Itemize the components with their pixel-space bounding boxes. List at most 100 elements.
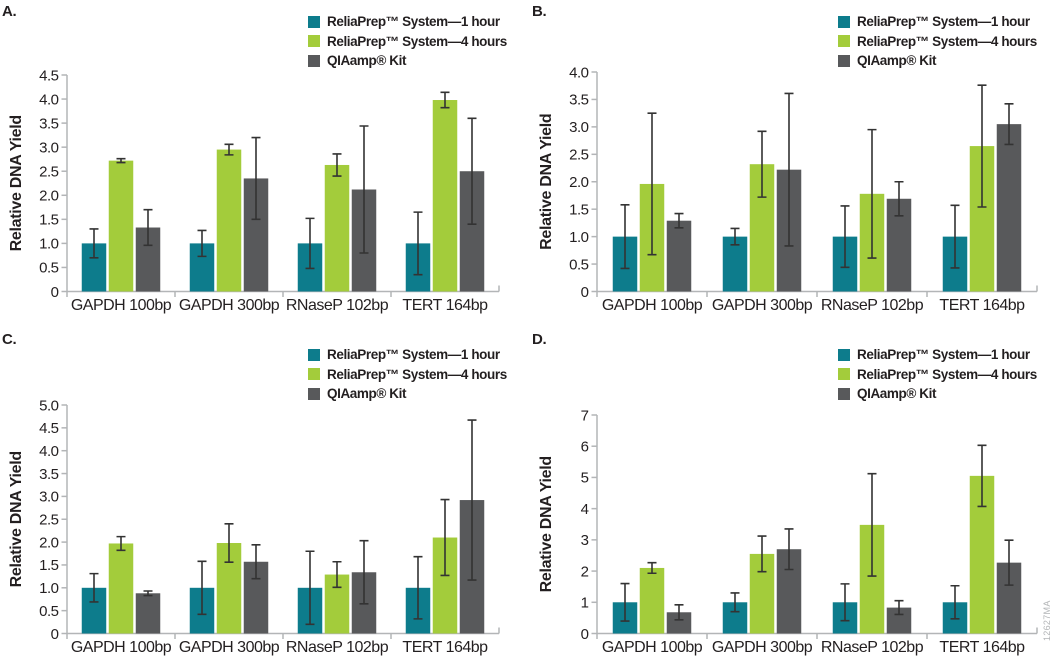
y-tick-label: 1: [581, 595, 589, 612]
panel-c: C. ReliaPrep™ System—1 hour ReliaPrep™ Sys…: [0, 328, 530, 656]
error-bar: [867, 472, 877, 577]
legend-item: ReliaPrep™ System—1 hour: [308, 12, 507, 32]
y-tick-label: 1.0: [39, 580, 59, 597]
legend-swatch-icon: [308, 368, 320, 381]
y-tick-label: 2.0: [39, 188, 59, 205]
error-bar: [413, 211, 423, 276]
legend-swatch-icon: [838, 54, 850, 67]
legend-label: ReliaPrep™ System—1 hour: [857, 347, 1030, 363]
error-bar: [757, 535, 767, 573]
y-tick-label: 3.0: [39, 139, 59, 156]
y-tick-label: 0.5: [39, 260, 59, 277]
chart-b: 0 0.5 1.0 1.5 2.0 2.5 3.0 3.5 4.0 GAPDH 100bp GAPD…: [538, 64, 1038, 314]
y-axis-title: Relative DNA Yield: [538, 114, 555, 250]
y-tick-label: 4.5: [39, 420, 59, 437]
y-tick-label: 1.5: [39, 212, 59, 229]
error-bar: [359, 125, 369, 254]
y-tick-label: 0: [51, 284, 59, 301]
category-label: RNaseP 102bp: [821, 297, 924, 314]
legend-item: ReliaPrep™ System—1 hour: [838, 12, 1037, 32]
panel-label-d: D.: [532, 331, 547, 348]
category-label: GAPDH 300bp: [179, 297, 280, 314]
chart-c: 0 0.5 1.0 1.5 2.0 2.5 3.0 3.5 4.0 4.5 5.0 GAPDH 100…: [8, 397, 500, 656]
error-bar: [647, 112, 657, 256]
error-bar: [784, 92, 794, 247]
bar-green-d-cat0: [639, 567, 665, 634]
legend-swatch-icon: [308, 35, 320, 48]
y-tick-label: 5: [581, 470, 589, 487]
error-bar: [116, 157, 126, 164]
legend-swatch-icon: [838, 348, 850, 361]
error-bar: [413, 555, 423, 620]
y-tick-label: 2.5: [569, 147, 589, 164]
error-bar: [440, 498, 450, 577]
panel-label-a: A.: [2, 3, 17, 20]
legend: ReliaPrep™ System—1 hour ReliaPrep™ Syste…: [308, 345, 507, 404]
panel-label-b: B.: [532, 3, 547, 20]
bar-green-a-cat1: [216, 149, 242, 292]
legend-item: ReliaPrep™ System—1 hour: [838, 345, 1037, 365]
legend-swatch-icon: [308, 348, 320, 361]
bar-gray-b-cat3: [996, 124, 1022, 292]
bar-green-a-cat3: [432, 100, 458, 292]
error-bar: [251, 544, 261, 580]
legend-label: ReliaPrep™ System—4 hours: [857, 33, 1037, 49]
legend-label: QIAamp® Kit: [857, 53, 937, 69]
error-bar: [197, 229, 207, 258]
y-tick-label: 5.0: [39, 397, 59, 414]
error-bar: [840, 205, 850, 269]
category-label: GAPDH 300bp: [712, 297, 813, 314]
category-label: GAPDH 100bp: [71, 639, 172, 656]
error-bar: [894, 180, 904, 217]
bar-green-a-cat2: [324, 164, 350, 292]
error-bar: [116, 535, 126, 552]
error-bar: [757, 130, 767, 198]
error-bar: [894, 599, 904, 616]
error-bar: [467, 419, 477, 581]
legend-swatch-icon: [838, 35, 850, 48]
panel-b: B. ReliaPrep™ System—1 hour ReliaPrep™ Sys…: [530, 0, 1060, 328]
error-bar: [440, 91, 450, 109]
error-bar: [840, 583, 850, 622]
y-tick-label: 2.5: [39, 512, 59, 529]
category-label: GAPDH 100bp: [602, 639, 703, 656]
legend-label: ReliaPrep™ System—1 hour: [327, 347, 500, 363]
error-bar: [647, 561, 657, 575]
error-bar: [784, 528, 794, 571]
y-tick-label: 2: [581, 563, 589, 580]
y-tick-label: 2.0: [569, 174, 589, 191]
error-bar: [143, 590, 153, 597]
y-tick-label: 4.0: [39, 91, 59, 108]
legend-item: ReliaPrep™ System—4 hours: [838, 32, 1037, 52]
category-label: RNaseP 102bp: [286, 639, 389, 656]
category-label: TERT 164bp: [402, 297, 488, 314]
error-bar: [730, 592, 740, 613]
bar-green-a-cat0: [108, 160, 134, 292]
error-bar: [950, 584, 960, 620]
legend-label: QIAamp® Kit: [327, 53, 407, 69]
y-tick-label: 4: [581, 501, 589, 518]
y-tick-label: 4.0: [569, 64, 589, 81]
y-tick-label: 0.5: [39, 603, 59, 620]
error-bar: [1004, 103, 1014, 146]
category-label: GAPDH 100bp: [71, 297, 172, 314]
category-label: RNaseP 102bp: [286, 297, 389, 314]
y-tick-label: 4.5: [39, 67, 59, 84]
chart-a: 0 0.5 1.0 1.5 2.0 2.5 3.0 3.5 4.0 4.5 GAPDH 100bp G…: [8, 67, 500, 314]
error-bar: [950, 204, 960, 269]
y-tick-label: 2.0: [39, 534, 59, 551]
legend-item: QIAamp® Kit: [308, 51, 507, 71]
error-bar: [467, 117, 477, 225]
category-label: GAPDH 300bp: [179, 639, 280, 656]
y-tick-label: 1.5: [569, 201, 589, 218]
error-bar: [867, 128, 877, 259]
error-bar: [305, 550, 315, 626]
legend-label: QIAamp® Kit: [327, 386, 407, 402]
y-tick-label: 0.5: [569, 256, 589, 273]
y-tick-label: 4.0: [39, 443, 59, 460]
legend: ReliaPrep™ System—1 hour ReliaPrep™ Syste…: [838, 345, 1037, 404]
error-bar: [305, 217, 315, 270]
error-bar: [359, 539, 369, 605]
y-tick-label: 0: [581, 626, 589, 643]
legend-item: ReliaPrep™ System—4 hours: [308, 32, 507, 52]
